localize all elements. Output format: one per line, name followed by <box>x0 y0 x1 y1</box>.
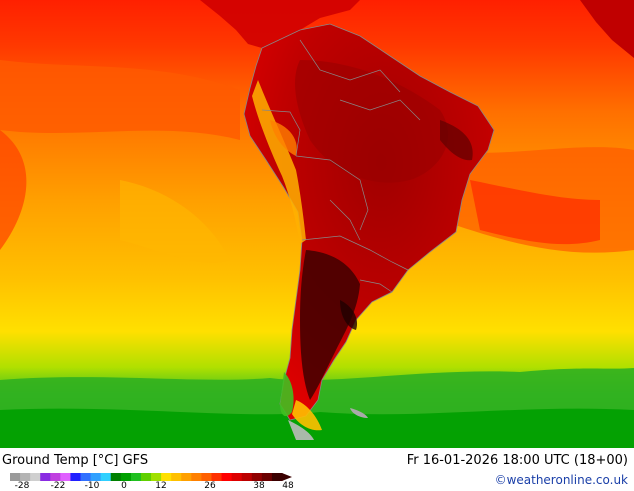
legend-swatch <box>30 473 41 481</box>
temperature-map <box>0 0 634 448</box>
legend-swatch <box>100 473 112 481</box>
legend-swatch <box>261 473 273 481</box>
legend-swatch <box>120 473 132 481</box>
legend-arrow <box>282 473 292 481</box>
legend-swatch <box>40 473 51 481</box>
map-title: Ground Temp [°C] GFS <box>2 453 149 468</box>
credit-link[interactable]: ©weatheronline.co.uk <box>494 473 628 487</box>
legend-tick: 38 <box>253 481 265 491</box>
legend-swatch <box>151 473 162 481</box>
color-legend <box>10 473 292 481</box>
legend-swatch <box>90 473 102 481</box>
valid-time: Fr 16-01-2026 18:00 UTC (18+00) <box>406 453 628 468</box>
legend-swatch <box>80 473 92 481</box>
legend-swatch <box>181 473 192 481</box>
legend-tick: -22 <box>50 481 66 491</box>
legend-swatch <box>60 473 71 481</box>
legend-tick: 12 <box>155 481 167 491</box>
legend-tick: 48 <box>282 481 294 491</box>
legend-swatch <box>20 473 31 481</box>
legend-swatch <box>140 473 152 481</box>
legend-swatch <box>211 473 223 481</box>
legend-tick: -28 <box>14 481 30 491</box>
legend-swatch <box>171 473 182 481</box>
legend-swatch <box>221 473 233 481</box>
legend-tick: 0 <box>121 481 127 491</box>
country-borders <box>261 39 421 293</box>
legend-swatch <box>50 473 61 481</box>
legend-swatch <box>10 473 21 481</box>
legend-swatch <box>231 473 243 481</box>
legend-swatch <box>241 473 253 481</box>
legend-swatch <box>271 473 283 481</box>
legend-swatch <box>161 473 172 481</box>
legend-swatch <box>191 473 202 481</box>
legend-swatch <box>130 473 142 481</box>
legend-tick: -10 <box>84 481 100 491</box>
legend-swatch <box>70 473 82 481</box>
legend-tick: 26 <box>204 481 216 491</box>
legend-swatch <box>201 473 212 481</box>
footer: Ground Temp [°C] GFS Fr 16-01-2026 18:00… <box>0 448 634 491</box>
legend-swatch <box>110 473 122 481</box>
legend-swatch <box>251 473 263 481</box>
